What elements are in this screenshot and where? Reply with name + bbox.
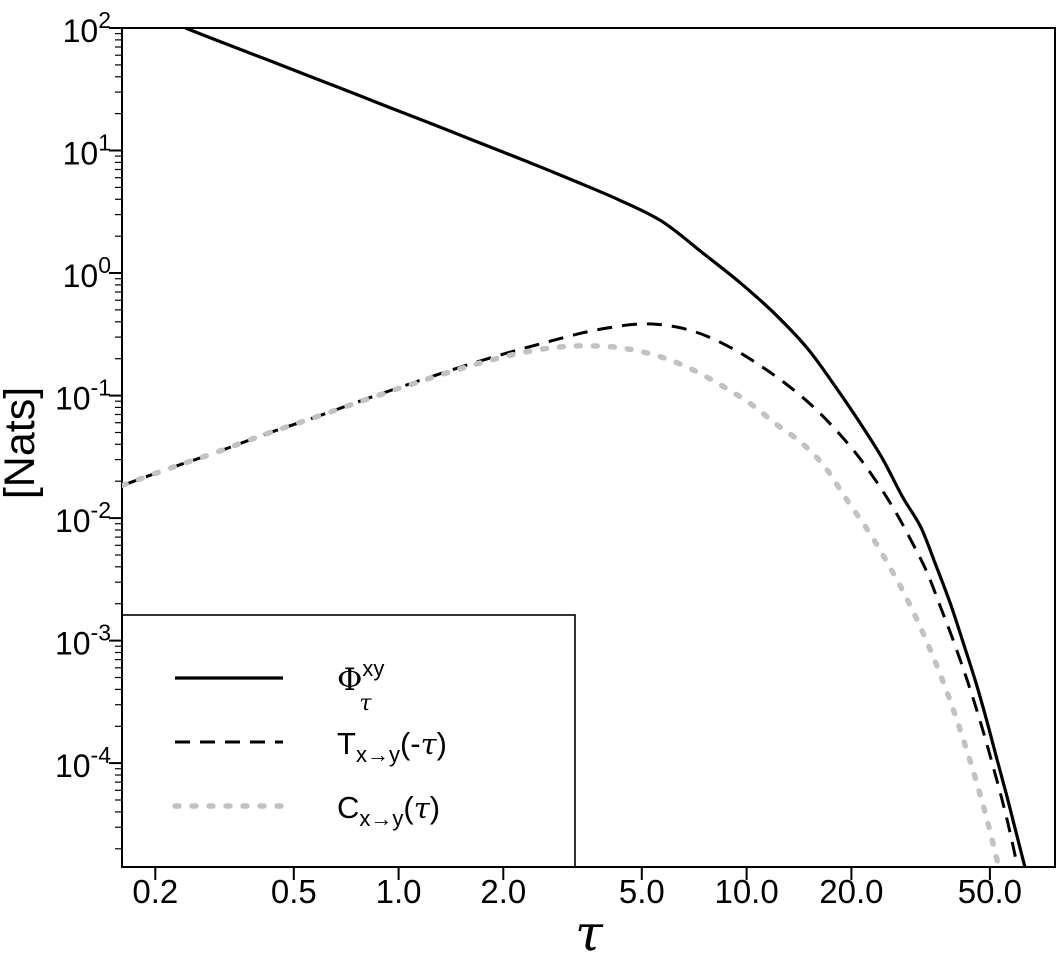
transfer-entropy-curve — [122, 322, 1019, 867]
y-axis-tick-label: 100 — [63, 252, 111, 294]
x-axis-tick-label: 20.0 — [819, 873, 883, 910]
x-axis-tick-label: 50.0 — [958, 873, 1022, 910]
x-axis-major-ticks — [154, 867, 991, 880]
legend-label-lagged-mutual-information: Cx→y(τ) — [337, 790, 440, 831]
legend-box — [121, 614, 576, 868]
y-axis-tick-label: 10-1 — [55, 375, 111, 417]
y-axis-tick-label: 10-4 — [55, 742, 111, 784]
curves — [122, 28, 1027, 867]
x-axis-tick-label: 5.0 — [619, 873, 665, 910]
legend-label-transfer-entropy: Tx→y(-τ) — [337, 726, 447, 767]
x-axis-tick-label: 2.0 — [480, 873, 526, 910]
y-axis-tick-label: 10-3 — [55, 620, 111, 662]
plot-frame — [121, 27, 1056, 868]
y-axis-tick-labels: 102 101 100 10-1 10-2 10-3 10-4 — [55, 7, 111, 784]
y-axis-tick-label: 10-2 — [55, 497, 111, 539]
phi-curve — [184, 28, 1027, 867]
y-axis-minor-ticks — [115, 32, 122, 850]
legend: Φxy τ Tx→y(-τ) Cx→y(τ) — [121, 614, 576, 868]
y-axis-major-ticks — [109, 27, 122, 765]
x-axis-tick-label: 10.0 — [714, 873, 778, 910]
x-axis-tick-label: 1.0 — [376, 873, 422, 910]
x-axis-tick-label: 0.2 — [132, 873, 178, 910]
y-axis-tick-label: 101 — [63, 130, 111, 172]
lagged-mutual-information-curve — [122, 343, 1002, 867]
legend-label-phi: Φxy τ — [337, 656, 384, 716]
x-axis-tick-labels: 0.2 0.5 1.0 2.0 5.0 10.0 20.0 50.0 — [132, 873, 1022, 910]
y-axis-title: [Nats] — [0, 387, 44, 499]
x-axis-tick-label: 0.5 — [271, 873, 317, 910]
x-axis-title: τ — [575, 904, 604, 962]
y-axis-tick-label: 102 — [63, 7, 111, 49]
